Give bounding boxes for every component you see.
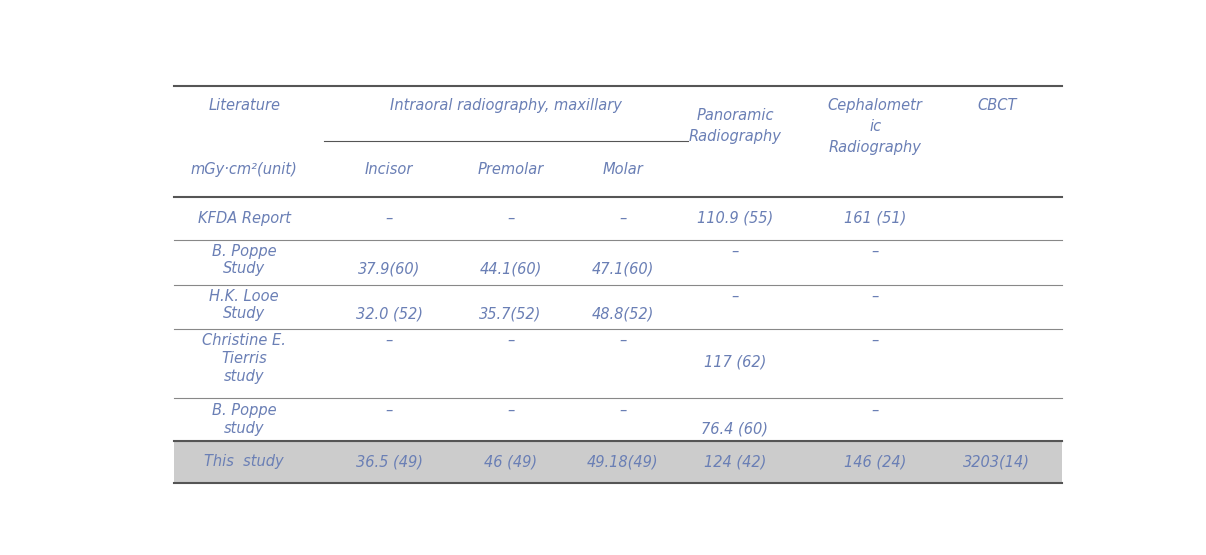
- Text: Incisor: Incisor: [365, 162, 414, 176]
- Text: 37.9(60): 37.9(60): [358, 261, 420, 276]
- Text: –: –: [731, 244, 738, 259]
- Text: 46 (49): 46 (49): [484, 455, 537, 470]
- Text: –: –: [507, 332, 514, 347]
- Text: –: –: [619, 332, 626, 347]
- Text: –: –: [386, 403, 393, 418]
- Text: –: –: [872, 403, 879, 418]
- Text: mGy·cm²(unit): mGy·cm²(unit): [191, 162, 298, 176]
- Text: B. Poppe: B. Poppe: [212, 244, 276, 259]
- Text: CBCT: CBCT: [977, 98, 1017, 113]
- Text: Christine E.: Christine E.: [203, 332, 286, 347]
- Text: 32.0 (52): 32.0 (52): [356, 306, 422, 321]
- Text: Molar: Molar: [602, 162, 643, 176]
- Text: H.K. Looe: H.K. Looe: [210, 289, 279, 304]
- Text: –: –: [872, 332, 879, 347]
- Text: 110.9 (55): 110.9 (55): [697, 211, 773, 226]
- Text: study: study: [224, 421, 264, 436]
- Text: –: –: [619, 211, 626, 226]
- Text: 76.4 (60): 76.4 (60): [702, 421, 768, 436]
- Text: 44.1(60): 44.1(60): [480, 261, 541, 276]
- Text: 36.5 (49): 36.5 (49): [356, 455, 422, 470]
- Text: Panoramic
Radiography: Panoramic Radiography: [689, 108, 781, 144]
- Text: 35.7(52): 35.7(52): [480, 306, 541, 321]
- Text: –: –: [507, 211, 514, 226]
- Text: 117 (62): 117 (62): [704, 355, 766, 370]
- Text: Study: Study: [223, 261, 265, 276]
- Text: 161 (51): 161 (51): [844, 211, 906, 226]
- Text: –: –: [872, 289, 879, 304]
- Text: –: –: [872, 244, 879, 259]
- Text: 48.8(52): 48.8(52): [592, 306, 654, 321]
- Text: –: –: [386, 211, 393, 226]
- Text: B. Poppe: B. Poppe: [212, 403, 276, 418]
- Text: 3203(14): 3203(14): [964, 455, 1030, 470]
- Text: KFDA Report: KFDA Report: [198, 211, 291, 226]
- Text: Literature: Literature: [209, 98, 280, 113]
- Text: –: –: [731, 289, 738, 304]
- Text: Premolar: Premolar: [478, 162, 544, 176]
- Bar: [174, 441, 1062, 483]
- Text: Cephalometr
ic
Radiography: Cephalometr ic Radiography: [827, 98, 923, 155]
- Text: Study: Study: [223, 306, 265, 321]
- Text: –: –: [507, 403, 514, 418]
- Text: 49.18(49): 49.18(49): [587, 455, 658, 470]
- Text: study: study: [224, 369, 264, 384]
- Text: 47.1(60): 47.1(60): [592, 261, 654, 276]
- Text: –: –: [619, 403, 626, 418]
- Text: 124 (42): 124 (42): [704, 455, 766, 470]
- Text: Intraoral radiography, maxillary: Intraoral radiography, maxillary: [390, 98, 622, 113]
- Text: Tierris: Tierris: [222, 351, 267, 366]
- Text: 146 (24): 146 (24): [844, 455, 906, 470]
- Text: –: –: [386, 332, 393, 347]
- Text: This  study: This study: [204, 455, 285, 470]
